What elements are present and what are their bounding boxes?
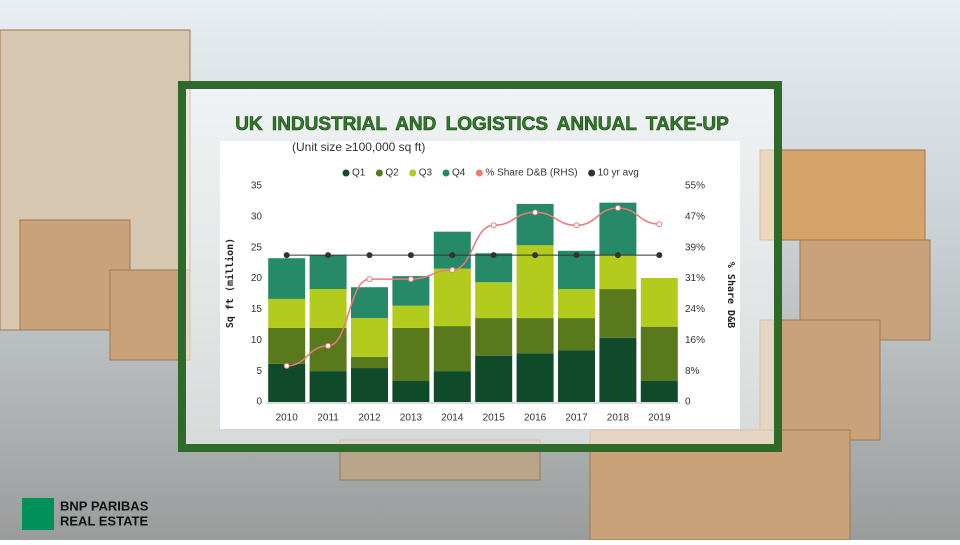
y2-tick-label: 16% (685, 335, 705, 346)
y2-tick-label: 0 (685, 397, 691, 408)
line-marker (283, 362, 290, 369)
x-tick-label: 2017 (565, 413, 588, 424)
legend-marker (342, 169, 350, 177)
bar-segment (351, 368, 388, 402)
line-marker (366, 276, 373, 283)
bar-segment (475, 318, 513, 356)
chart-subtitle: (Unit size ≥100,000 sq ft) (292, 140, 425, 154)
y-tick-label: 15 (251, 304, 263, 315)
line-marker (325, 342, 332, 349)
legend-marker (409, 169, 417, 177)
bar-segment (475, 355, 513, 402)
bar-segment (268, 298, 306, 328)
y-tick-label: 5 (256, 366, 262, 377)
legend-label: Q2 (385, 168, 399, 179)
bar-segment (599, 289, 637, 338)
bar-segment (392, 327, 430, 382)
bar-segment (433, 371, 471, 402)
x-tick-label: 2016 (524, 413, 547, 424)
logo-text: BNP PARIBAS (60, 498, 149, 513)
bar-segment (640, 277, 678, 327)
bar-segment (516, 353, 554, 402)
legend-marker (375, 169, 383, 177)
line-marker (656, 221, 663, 228)
bar-segment (268, 327, 306, 364)
y2-tick-label: 31% (685, 273, 705, 284)
bar-segment (309, 255, 347, 290)
bar-segment (640, 326, 678, 382)
x-tick-label: 2014 (441, 413, 464, 424)
line-marker (656, 252, 663, 259)
bar-segment (558, 289, 595, 319)
legend-label: Q1 (352, 168, 366, 179)
bar-segment (351, 356, 388, 369)
x-tick-label: 2012 (358, 413, 381, 424)
bar-segment (475, 282, 513, 319)
legend-marker (442, 169, 450, 177)
x-tick-label: 2015 (483, 413, 506, 424)
line-marker (366, 252, 373, 259)
y2-axis-label: % Share D&B (725, 262, 736, 328)
x-tick-label: 2019 (648, 413, 671, 424)
y-tick-label: 20 (251, 273, 263, 284)
bar-segment (309, 371, 347, 402)
y2-tick-label: 55% (685, 181, 705, 192)
legend-label: Q4 (452, 168, 466, 179)
bar-segment (268, 363, 306, 402)
legend-marker (588, 169, 596, 177)
legend-label: Q3 (419, 168, 433, 179)
legend-label: 10 yr avg (598, 168, 639, 179)
line-marker (614, 204, 621, 211)
line-marker (449, 267, 456, 274)
line-marker (407, 252, 414, 259)
x-tick-label: 2013 (400, 413, 423, 424)
line-marker (325, 252, 332, 259)
y-tick-label: 30 (251, 211, 263, 222)
bar-segment (351, 318, 388, 357)
line-marker (490, 222, 497, 229)
bar-segment (599, 255, 637, 290)
line-marker (614, 252, 621, 259)
chart-title: UK INDUSTRIAL AND LOGISTICS ANNUAL TAKE-… (235, 114, 729, 135)
y-tick-label: 10 (251, 335, 263, 346)
y-tick-label: 25 (251, 242, 263, 253)
line-marker (573, 252, 580, 259)
y-tick-label: 0 (256, 397, 262, 408)
bar-segment (433, 268, 471, 327)
line-marker (573, 222, 580, 229)
line-marker (532, 252, 539, 259)
line-marker (532, 209, 539, 216)
x-tick-label: 2010 (276, 413, 299, 424)
y-tick-label: 35 (251, 181, 263, 192)
bar-segment (558, 350, 595, 402)
x-tick-label: 2018 (607, 413, 630, 424)
y2-tick-label: 47% (685, 211, 705, 222)
bar-segment (599, 337, 637, 402)
logo-mark (22, 498, 54, 530)
line (286, 207, 660, 367)
y-axis-label: Sq ft (million) (224, 238, 236, 328)
y2-tick-label: 24% (685, 304, 705, 315)
line-marker (407, 276, 414, 283)
bar-segment (351, 287, 388, 319)
bar-segment (309, 289, 347, 328)
line-marker (490, 252, 497, 259)
y2-tick-label: 8% (685, 366, 700, 377)
line-marker (449, 252, 456, 259)
line-marker (283, 252, 290, 259)
bar-segment (392, 381, 430, 402)
bar-segment (516, 318, 554, 354)
legend-marker (475, 169, 483, 177)
bar-segment (268, 258, 306, 299)
bar-segment (558, 318, 595, 351)
x-tick-label: 2011 (317, 413, 339, 424)
bar-segment (640, 381, 678, 402)
legend-label: % Share D&B (RHS) (485, 168, 577, 179)
bar-segment (392, 305, 430, 328)
bar-segment (433, 326, 471, 372)
y2-tick-label: 39% (685, 242, 705, 253)
logo-text: REAL ESTATE (60, 513, 148, 528)
